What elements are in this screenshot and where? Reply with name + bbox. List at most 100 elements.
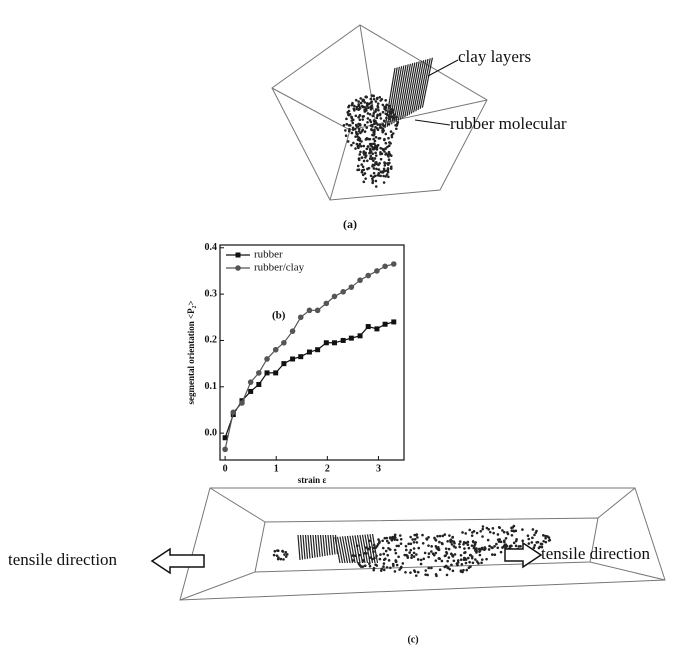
molecule-dot — [372, 119, 376, 122]
molecule-dot — [386, 145, 389, 149]
molecule-dot — [503, 540, 506, 544]
molecule-dot — [372, 546, 375, 550]
molecule-dot — [447, 556, 451, 559]
clay-sheet — [297, 534, 301, 561]
marker — [340, 288, 346, 295]
molecule-dot — [357, 100, 360, 103]
molecule-dot — [447, 547, 451, 551]
molecule-dot — [351, 121, 355, 125]
molecule-dot — [408, 551, 411, 554]
molecule-dot — [464, 532, 468, 535]
molecule-dot — [367, 106, 370, 110]
marker — [331, 293, 338, 300]
molecule-dot — [345, 122, 349, 126]
molecule-dot — [374, 563, 377, 566]
molecule-dot — [371, 177, 374, 180]
chart: 0 1 2 3 0.0 0.1 0.2 0.3 0.4 strain ε segmental ori… — [186, 242, 405, 485]
molecule-dot — [354, 147, 357, 150]
molecule-dot — [360, 170, 364, 174]
molecule-dot — [468, 560, 471, 564]
plot-frame — [219, 244, 405, 461]
clay-sheet — [324, 534, 329, 556]
molecule-dot — [350, 103, 354, 107]
molecule-dot — [544, 534, 547, 538]
clay-sheet — [413, 60, 425, 113]
molecule-dot — [362, 151, 366, 154]
molecule-dot — [388, 117, 392, 121]
molecule-dot — [474, 541, 477, 544]
molecule-dot — [470, 534, 474, 537]
molecule-dot — [382, 562, 386, 565]
molecule-dot — [386, 163, 390, 166]
molecule-dot — [372, 171, 376, 175]
molecule-dot — [463, 547, 466, 550]
molecule-dot — [409, 535, 412, 539]
molecule-dot — [387, 155, 390, 158]
molecule-dot — [369, 174, 373, 178]
molecule-dot — [446, 539, 449, 543]
molecule-dot — [366, 112, 370, 115]
molecule-dot — [422, 557, 426, 561]
molecule-dot — [365, 104, 369, 108]
molecule-dot — [395, 563, 399, 567]
marker — [314, 307, 321, 314]
clay-sheet — [349, 535, 356, 564]
marker — [315, 347, 321, 353]
molecule-dot — [458, 540, 462, 543]
molecule-dot — [385, 169, 389, 172]
panel-label: (c) — [407, 634, 418, 645]
molecule-dot — [434, 573, 438, 576]
molecule-dot — [358, 153, 362, 156]
molecule-dot — [434, 559, 438, 562]
molecule-dot — [453, 553, 457, 556]
molecule-dot — [381, 546, 385, 550]
molecule-dot — [356, 168, 359, 172]
molecule-dot — [383, 536, 387, 540]
molecule-dot — [466, 543, 470, 547]
molecule-dot — [455, 562, 459, 566]
molecule-dot — [375, 554, 378, 558]
molecule-dot — [395, 115, 398, 119]
molecule-dot — [374, 108, 378, 111]
molecule-dot — [498, 538, 501, 541]
marker — [391, 319, 397, 325]
molecule-dot — [368, 562, 371, 565]
molecule-dot — [401, 562, 405, 565]
molecule-dot — [374, 174, 377, 178]
molecule-dot — [373, 139, 377, 143]
molecule-dot — [417, 546, 421, 550]
molecule-dot — [462, 542, 465, 546]
marker — [264, 356, 270, 362]
molecule-dot — [359, 150, 362, 154]
molecule-dot — [390, 133, 394, 137]
molecule-dot — [412, 551, 416, 555]
molecule-dot — [356, 135, 359, 138]
molecule-dot — [416, 570, 420, 574]
molecule-dot — [470, 556, 474, 560]
marker — [306, 349, 312, 355]
molecule-dot — [368, 112, 372, 116]
molecule-dot — [353, 127, 357, 131]
molecule-dot — [364, 177, 367, 180]
molecule-dot — [461, 570, 464, 574]
molecule-dot — [273, 549, 277, 553]
molecule-dot — [395, 544, 399, 548]
x-axis-label: strain ε — [298, 475, 327, 485]
marker — [297, 314, 304, 321]
molecule-dot — [460, 563, 464, 566]
molecule-dot — [362, 159, 366, 163]
molecule-dot — [416, 558, 420, 561]
arrow-left — [150, 547, 205, 575]
marker — [222, 435, 228, 441]
molecule-dot — [386, 122, 390, 126]
marker — [348, 284, 355, 290]
molecule-dot — [517, 545, 521, 548]
molecule-dot — [396, 120, 400, 124]
y-tick-label: 0.1 — [205, 381, 218, 392]
molecule-dot — [421, 533, 424, 537]
clay-sheet — [404, 62, 416, 118]
molecule-dot — [450, 543, 454, 546]
molecule-dot — [377, 168, 381, 171]
molecule-dot — [363, 130, 367, 133]
marker — [365, 272, 372, 279]
